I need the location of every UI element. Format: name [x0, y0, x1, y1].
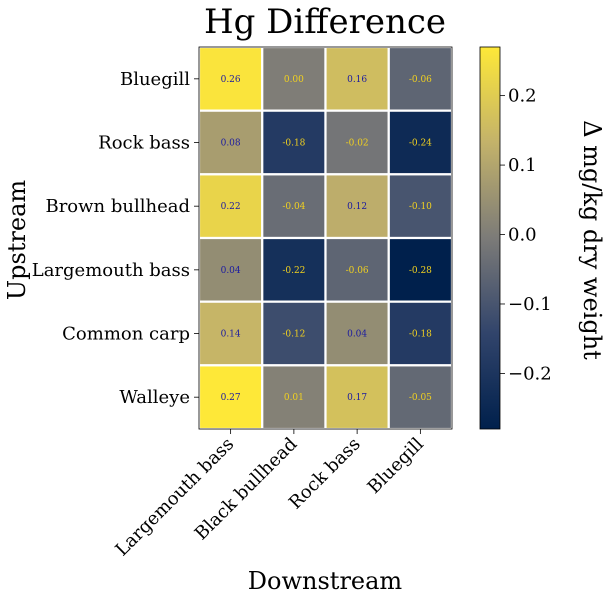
chart-title: Hg Difference [204, 2, 446, 42]
cell-value-labels: 0.26 0.00 0.16 -0.06 0.08 -0.18 -0.02 -0.24 0.22… [221, 75, 433, 403]
heatmap-cell [387, 300, 454, 367]
heatmap-cells [197, 45, 454, 431]
y-tick-labels: Bluegill Rock bass Brown bullhead Largemout… [32, 69, 199, 408]
heatmap-cell [261, 236, 327, 303]
y-axis-title: Upstream [3, 180, 31, 301]
cell-value-label: 0.04 [221, 266, 241, 276]
heatmap-cell [324, 364, 390, 431]
x-tick-label: Bluegill [364, 434, 429, 499]
y-tick-label: Walleye [119, 387, 190, 408]
y-tick-label: Common carp [62, 324, 190, 345]
plot-frame [198, 46, 453, 430]
cell-value-label: -0.10 [409, 202, 432, 212]
cell-value-label: 0.12 [347, 202, 367, 212]
cell-value-label: 0.17 [347, 393, 367, 403]
cell-value-label: -0.05 [409, 393, 432, 403]
cell-value-label: 0.14 [221, 330, 241, 340]
colorbar-tick-label: −0.2 [508, 363, 552, 384]
y-tick-label: Rock bass [98, 133, 190, 154]
cell-value-label: -0.12 [282, 330, 305, 340]
x-axis-title: Downstream [248, 567, 403, 595]
y-tick-label: Brown bullhead [45, 196, 190, 217]
heatmap-cell [324, 300, 390, 367]
cell-value-label: 0.26 [221, 75, 241, 85]
heatmap-cell [387, 173, 454, 240]
colorbar [479, 46, 501, 430]
colorbar-tick-label: −0.1 [508, 294, 552, 315]
colorbar-tick-label: 0.2 [508, 86, 537, 107]
heatmap-cell [387, 109, 454, 176]
colorbar-label: Δ mg/kg dry weight [578, 120, 603, 360]
heatmap-cell [261, 173, 327, 240]
cell-value-label: -0.18 [282, 139, 305, 149]
heatmap-cell [261, 364, 327, 431]
cell-value-label: -0.06 [346, 266, 369, 276]
cell-value-label: -0.22 [282, 266, 305, 276]
heatmap-cell [261, 109, 327, 176]
cell-value-label: -0.02 [346, 139, 369, 149]
cell-value-label: 0.00 [284, 75, 304, 85]
cell-value-label: 0.04 [347, 330, 367, 340]
colorbar-tick-label: 0.0 [508, 225, 537, 246]
heatmap-cell [387, 236, 454, 303]
y-tick-label: Largemouth bass [32, 260, 190, 281]
cell-value-label: 0.27 [221, 393, 241, 403]
cell-value-label: -0.18 [409, 330, 432, 340]
colorbar-tick-label: 0.1 [508, 155, 537, 176]
cell-value-label: -0.06 [409, 75, 432, 85]
y-tick-label: Bluegill [120, 69, 190, 90]
colorbar-ticks: 0.2 0.1 0.0 −0.1 −0.2 [500, 86, 552, 384]
cell-value-label: -0.04 [282, 202, 305, 212]
cell-value-label: 0.01 [284, 393, 304, 403]
cell-value-label: -0.24 [409, 139, 432, 149]
cell-value-label: -0.28 [409, 266, 432, 276]
cell-value-label: 0.08 [221, 139, 241, 149]
cell-value-label: 0.22 [221, 202, 241, 212]
x-tick-label: Largemouth bass [111, 434, 238, 561]
cell-value-label: 0.16 [347, 75, 367, 85]
